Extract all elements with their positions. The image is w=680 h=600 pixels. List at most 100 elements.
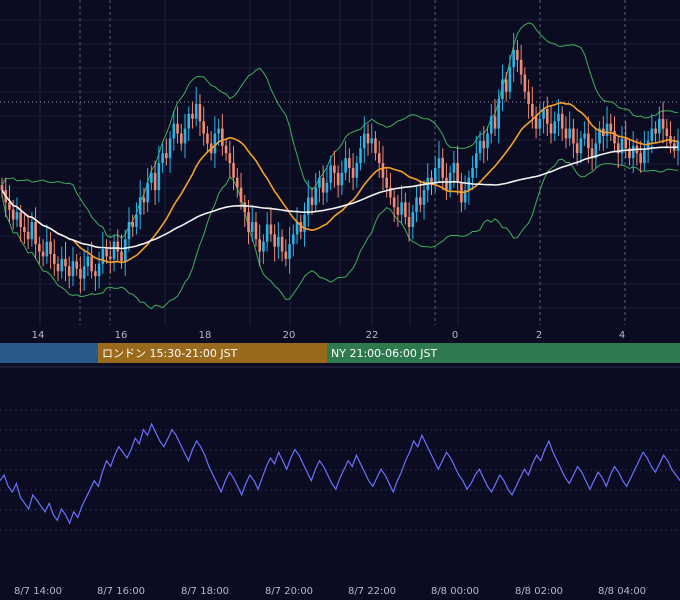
candles [0,32,680,294]
candle [422,180,426,220]
candle-body [82,266,86,279]
candle [187,106,191,141]
candle-body [56,263,60,272]
candle [247,199,250,245]
candle-body [165,153,168,159]
candle [105,239,108,264]
candle [228,140,232,178]
candle-body [639,153,642,164]
candle-body [239,187,243,203]
candle [321,165,325,205]
candle-body [598,128,601,144]
candle [67,256,71,289]
candle-body [60,258,64,272]
candle-body [411,212,415,227]
candle-body [109,256,112,259]
candle-body [277,236,280,247]
candle [306,180,310,227]
candle-body [153,172,157,191]
candle-body [609,123,613,132]
candle [318,170,321,203]
candle-body [366,133,370,144]
candle [624,121,628,159]
candle [482,126,486,164]
candle [168,131,172,173]
candle [15,197,19,227]
candle [202,106,205,146]
candle-body [441,158,445,178]
time-axis-label: 8/7 22:00 [348,586,396,597]
candle [542,101,545,134]
candle-body [142,197,146,203]
candle-body [86,256,90,267]
candle-body [179,133,183,144]
candle [112,234,116,272]
candle [239,172,243,210]
candle [489,104,493,144]
candle [243,195,247,227]
candle [441,148,445,191]
candle [359,136,362,171]
candle [165,138,168,166]
oscillator-line [0,422,680,525]
candle-body [258,239,262,252]
time-axis-label: 8/7 20:00 [265,586,313,597]
candle-body [26,231,30,240]
candle [273,224,276,262]
candle [34,207,37,259]
candle-body [131,222,135,227]
candle [280,229,284,262]
candle-body [112,241,116,259]
candle [0,177,4,198]
candle-body [325,182,329,193]
candle [269,207,273,242]
candle-body [594,143,598,159]
candle-body [501,79,504,100]
candle [370,123,374,154]
candle [109,241,112,274]
candle-body [90,256,93,272]
candle-body [262,241,265,252]
candle-body [456,163,459,183]
candle [594,128,598,168]
candle [26,214,30,250]
candle [79,256,82,294]
candle [41,239,45,267]
candle-body [587,133,590,149]
candle [568,111,571,146]
candle-body [191,113,194,119]
x-tick-label: 4 [619,330,625,341]
candle-body [534,116,538,129]
candle [333,150,336,188]
candle-body [605,123,609,136]
candle [504,72,508,102]
candle [572,118,575,159]
candle [131,214,135,237]
candle [639,140,642,173]
candle-body [665,128,669,136]
x-tick-label: 18 [199,330,212,341]
candle-body [183,128,187,144]
candle-body [471,167,474,178]
session-bands: ロンドン 15:30-21:00 JST NY 21:00-06:00 JST [0,343,680,368]
candle [643,131,646,171]
candle-body [355,163,359,178]
candle-body [560,113,564,129]
candle [560,106,564,141]
candle [501,64,504,112]
candle [516,40,519,73]
candle [277,222,280,259]
candle-body [284,251,288,259]
candle [56,256,60,282]
candle-body [280,236,284,252]
candle-body [631,145,635,159]
candle-body [45,241,49,257]
candle-body [392,197,396,208]
candle-body [64,258,67,267]
candle [157,145,161,203]
candle-body [512,49,515,68]
candle-body [273,234,276,247]
candle-body [377,153,381,164]
candle-body [333,165,336,173]
